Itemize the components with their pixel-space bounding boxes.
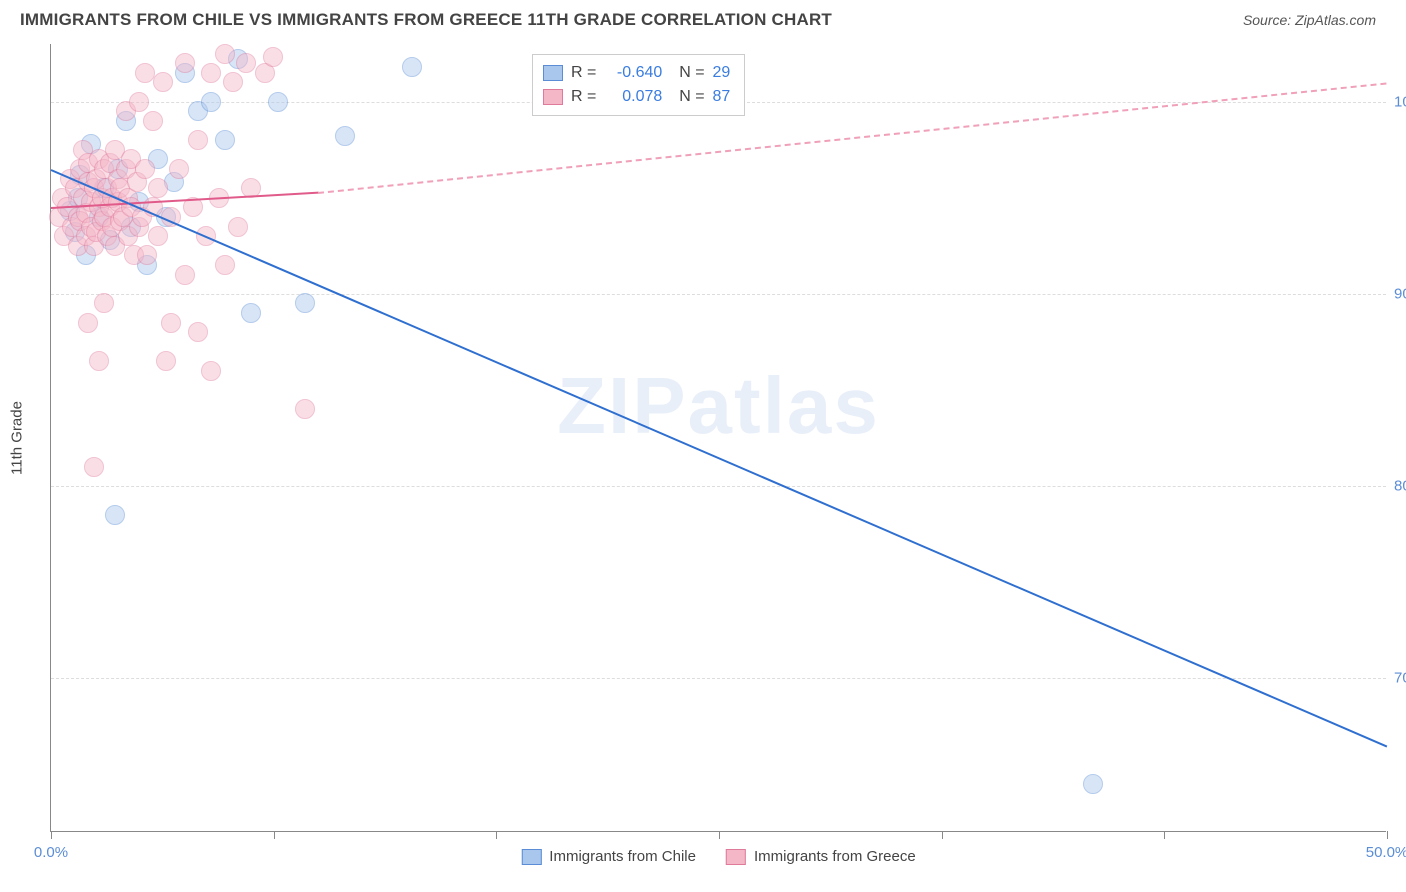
data-point (129, 92, 149, 112)
data-point (148, 178, 168, 198)
data-point (295, 399, 315, 419)
gridline (51, 486, 1386, 487)
data-point (335, 126, 355, 146)
data-point (1083, 774, 1103, 794)
chart-title: IMMIGRANTS FROM CHILE VS IMMIGRANTS FROM… (20, 10, 832, 30)
data-point (188, 322, 208, 342)
data-point (161, 313, 181, 333)
source-credit: Source: ZipAtlas.com (1243, 12, 1376, 28)
series-legend: Immigrants from Chile Immigrants from Gre… (521, 848, 915, 865)
x-tick (51, 831, 52, 839)
legend-swatch (543, 65, 563, 81)
y-tick-label: 80.0% (1394, 478, 1406, 495)
data-point (201, 92, 221, 112)
gridline (51, 678, 1386, 679)
data-point (175, 265, 195, 285)
data-point (135, 63, 155, 83)
x-tick (719, 831, 720, 839)
correlation-legend: R = -0.640 N = 29R = 0.078 N = 87 (532, 54, 745, 116)
legend-item: Immigrants from Chile (521, 848, 696, 865)
data-point (105, 505, 125, 525)
x-tick-label: 50.0% (1366, 844, 1406, 861)
trend-line (318, 82, 1387, 194)
data-point (135, 159, 155, 179)
legend-swatch (726, 849, 746, 865)
legend-item: Immigrants from Greece (726, 848, 916, 865)
x-tick (942, 831, 943, 839)
data-point (148, 226, 168, 246)
data-point (215, 130, 235, 150)
y-tick-label: 100.0% (1394, 93, 1406, 110)
data-point (137, 245, 157, 265)
data-point (94, 293, 114, 313)
data-point (295, 293, 315, 313)
data-point (268, 92, 288, 112)
data-point (215, 44, 235, 64)
legend-swatch (521, 849, 541, 865)
chart-area: ZIPatlas 11th Grade Immigrants from Chil… (50, 44, 1386, 832)
data-point (263, 47, 283, 67)
data-point (236, 53, 256, 73)
data-point (84, 457, 104, 477)
watermark: ZIPatlas (557, 360, 880, 452)
scatter-plot: ZIPatlas 11th Grade Immigrants from Chil… (50, 44, 1386, 832)
data-point (201, 63, 221, 83)
data-point (89, 351, 109, 371)
gridline (51, 294, 1386, 295)
data-point (223, 72, 243, 92)
data-point (175, 53, 195, 73)
y-axis-label: 11th Grade (9, 401, 26, 475)
x-tick (1164, 831, 1165, 839)
data-point (188, 130, 208, 150)
data-point (153, 72, 173, 92)
legend-row: R = 0.078 N = 87 (543, 85, 730, 109)
x-tick (1387, 831, 1388, 839)
data-point (241, 303, 261, 323)
data-point (228, 217, 248, 237)
x-tick (496, 831, 497, 839)
trend-line (51, 169, 1388, 747)
x-tick (274, 831, 275, 839)
legend-swatch (543, 89, 563, 105)
data-point (156, 351, 176, 371)
data-point (402, 57, 422, 77)
data-point (143, 111, 163, 131)
legend-row: R = -0.640 N = 29 (543, 61, 730, 85)
data-point (78, 313, 98, 333)
x-tick-label: 0.0% (34, 844, 68, 861)
y-tick-label: 70.0% (1394, 670, 1406, 687)
y-tick-label: 90.0% (1394, 285, 1406, 302)
data-point (169, 159, 189, 179)
data-point (201, 361, 221, 381)
data-point (215, 255, 235, 275)
